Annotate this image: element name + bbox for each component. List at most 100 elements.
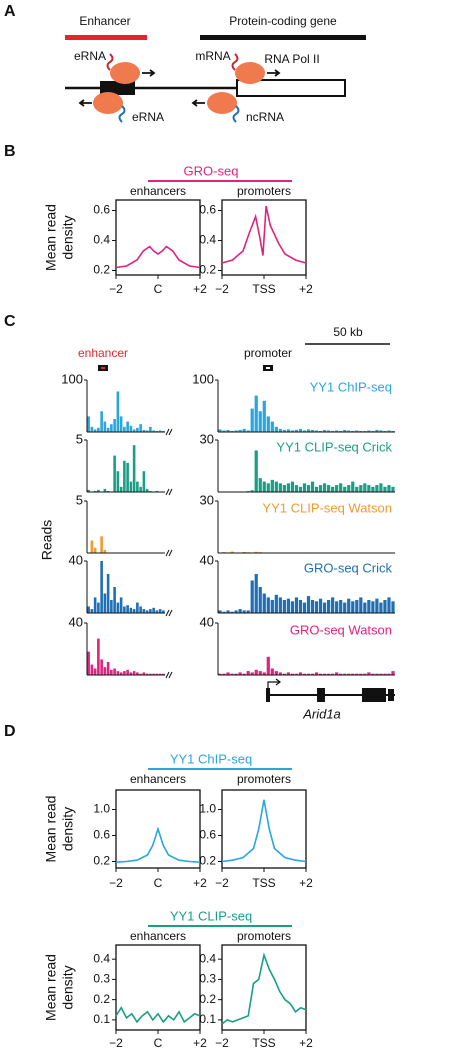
track-bar: [322, 673, 327, 675]
track-bar: [226, 429, 230, 432]
track-bar: [314, 672, 319, 675]
x-tick-label: −2: [215, 282, 229, 296]
track-bar: [347, 485, 351, 492]
track-bar: [262, 593, 266, 613]
track-bar: [155, 610, 159, 613]
track-bar: [322, 602, 327, 613]
y-tick-label: 0.6: [93, 203, 110, 217]
track-bar: [266, 483, 270, 492]
rna-label: eRNA: [132, 110, 164, 124]
chart-title: GRO-seq: [184, 163, 239, 178]
track-bar: [93, 429, 97, 432]
track-bar: [383, 673, 387, 675]
track-bar: [266, 656, 270, 675]
subplot-title: promoters: [237, 772, 291, 786]
track-bar: [87, 606, 90, 613]
track-bar: [258, 671, 262, 675]
track-bar: [302, 602, 307, 613]
track-bar: [254, 450, 258, 492]
y-axis-label: Mean read: [43, 796, 59, 863]
track-bar: [282, 600, 286, 613]
track-bar: [379, 673, 383, 675]
enhancer-label: enhancer: [78, 346, 128, 360]
y-tick-label: 0.1: [199, 1012, 216, 1026]
track-bar: [387, 430, 391, 432]
track-bar: [113, 419, 116, 432]
track-bar: [149, 609, 152, 613]
track-bar: [145, 430, 149, 432]
track-bar: [142, 429, 146, 432]
track-bar: [310, 429, 315, 432]
y-tick-label: 5: [76, 492, 83, 507]
track-bar: [290, 430, 295, 432]
track-bar: [387, 597, 391, 613]
data-line: [115, 826, 201, 863]
y-tick-label: 0.2: [93, 263, 110, 277]
track-bar: [100, 536, 103, 553]
track-bar: [152, 607, 155, 613]
track-bar: [270, 668, 274, 675]
track-bar: [327, 600, 331, 613]
y-tick-label: 0.4: [93, 951, 110, 965]
polymerase: [110, 62, 140, 84]
track-bar: [282, 673, 286, 675]
subplot-title: promoters: [237, 184, 291, 198]
track-bar: [246, 430, 250, 432]
track-bar: [266, 416, 270, 432]
track-bar: [371, 673, 375, 675]
data-line: [115, 1006, 201, 1024]
track-bar: [149, 426, 152, 432]
track-bar: [222, 611, 226, 613]
track-bar: [126, 605, 129, 613]
track-bar: [270, 600, 274, 613]
panel-label: A: [4, 3, 16, 20]
track-bar: [298, 672, 303, 675]
track-bar: [103, 667, 107, 675]
axis-break: [165, 671, 173, 679]
track-bar: [97, 602, 100, 613]
track-bar: [126, 421, 129, 432]
track-bar: [123, 460, 126, 492]
track-bar: [238, 672, 242, 675]
y-tick-label: 0.3: [93, 972, 110, 986]
track-bar: [318, 485, 323, 492]
y-tick-label: 0.2: [93, 992, 110, 1006]
track-bar: [335, 601, 339, 613]
track-bar: [250, 672, 254, 675]
y-tick-label: 100: [61, 371, 83, 386]
data-line: [115, 245, 201, 269]
track-bar: [230, 430, 234, 432]
track-bar: [218, 610, 222, 613]
track-bar: [359, 485, 363, 492]
track-bar: [123, 426, 126, 432]
track-bar: [391, 601, 395, 613]
y-tick-label: 40: [200, 614, 214, 629]
track-bar: [142, 471, 146, 492]
subplot-title: promoters: [237, 929, 291, 943]
subplot-title: enhancers: [130, 929, 186, 943]
track-bar: [282, 429, 286, 432]
gene-label: Protein-coding gene: [229, 14, 337, 28]
track-bar: [306, 596, 311, 613]
track-bar: [383, 430, 387, 432]
rna: [118, 105, 126, 123]
track-bar: [119, 486, 123, 492]
track-bar: [158, 609, 162, 613]
x-tick-label: C: [154, 876, 163, 890]
panel-label: D: [4, 723, 16, 740]
y-axis-label: density: [60, 807, 76, 851]
track-bar: [90, 426, 94, 432]
track-name: YY1 CLIP-seq Watson: [262, 500, 392, 515]
track-bar: [136, 602, 139, 613]
track-bar: [367, 600, 371, 613]
track-bar: [106, 490, 110, 492]
track-bar: [93, 490, 97, 492]
y-tick-label: 5: [76, 431, 83, 446]
track-bar: [367, 485, 371, 492]
track-bar: [351, 673, 355, 675]
data-line: [221, 205, 307, 264]
track-bar: [113, 455, 116, 492]
track-bar: [282, 485, 286, 492]
track-bar: [218, 429, 222, 432]
track-bar: [310, 673, 315, 675]
